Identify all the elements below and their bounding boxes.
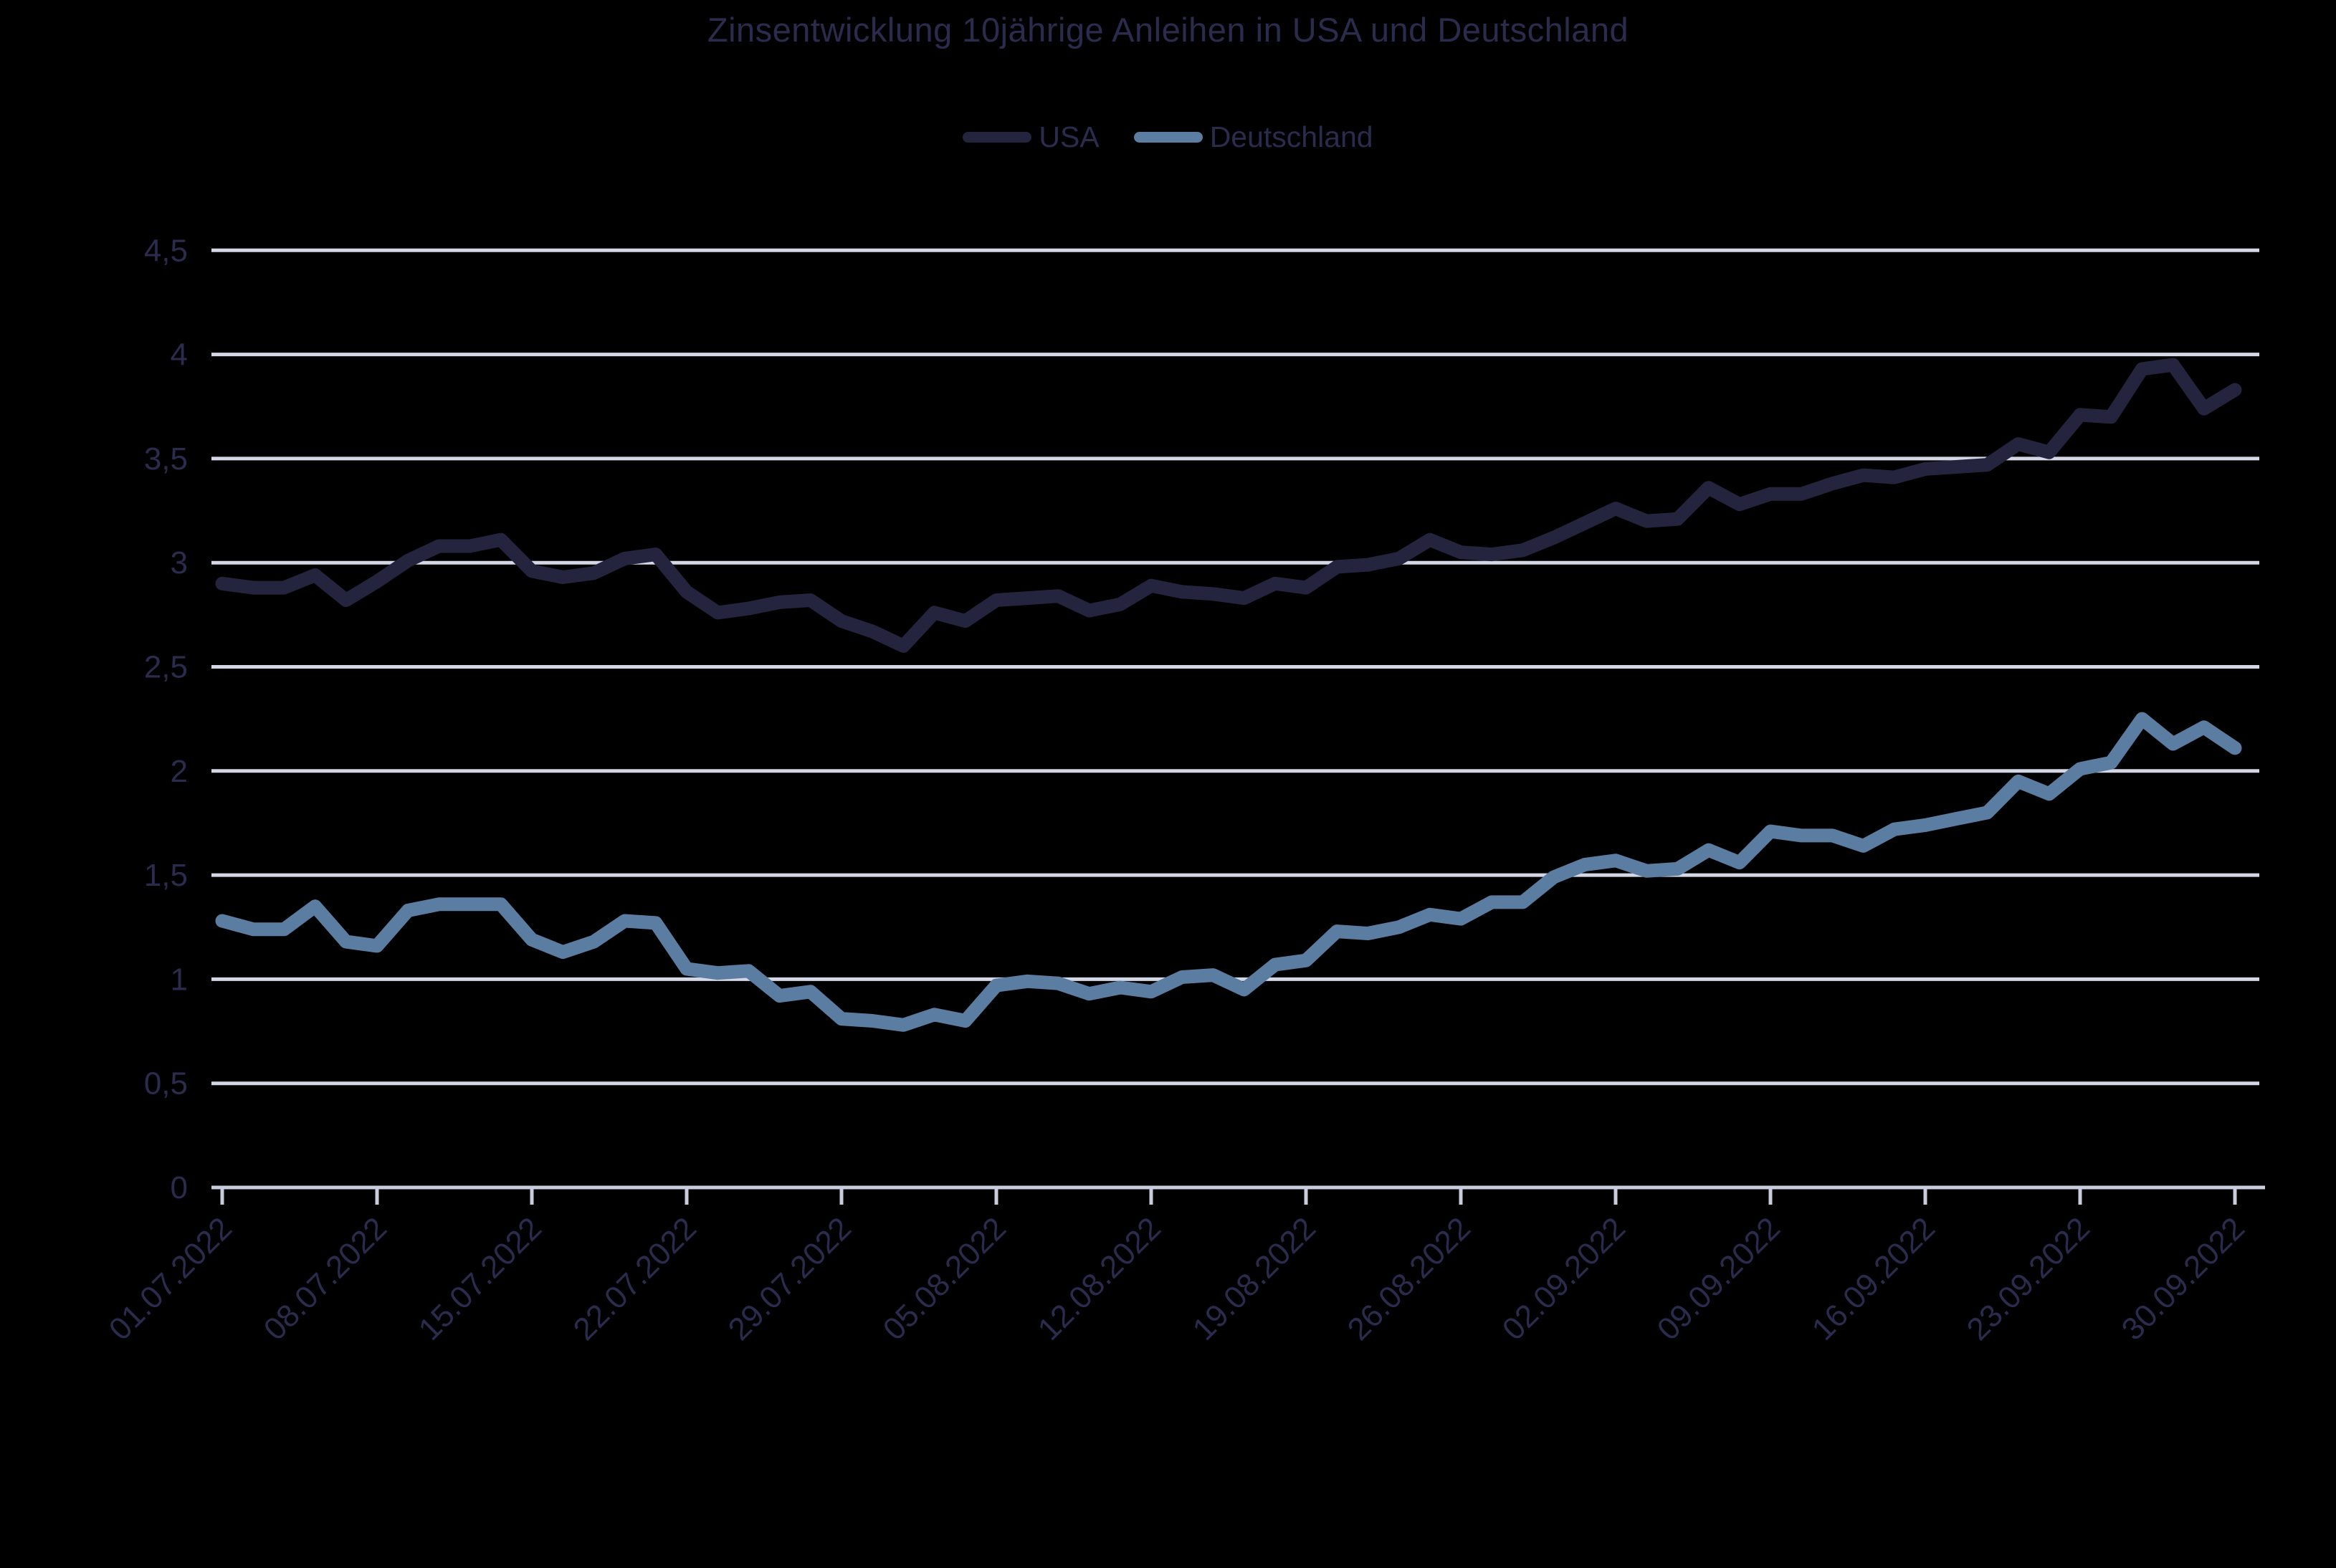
x-tick-label: 02.09.2022 [1496,1210,1632,1347]
chart-title: Zinsentwicklung 10jährige Anleihen in US… [707,11,1629,49]
y-tick-label: 4 [171,338,188,373]
x-tick-label: 30.09.2022 [2115,1210,2251,1347]
y-tick-label: 3,5 [144,441,188,477]
chart-legend: USA Deutschland [0,120,2336,154]
x-tick-label: 09.09.2022 [1651,1210,1787,1347]
legend-label-deutschland: Deutschland [1209,120,1373,153]
x-tick-label: 12.08.2022 [1031,1210,1168,1347]
x-tick-label: 19.08.2022 [1186,1210,1322,1347]
series-line-deutschland [215,712,2242,1032]
y-tick-label: 4,5 [144,233,188,268]
legend-swatch-usa-icon [963,132,1032,143]
legend-item-deutschland: Deutschland [1133,120,1373,154]
x-tick-label: 01.07.2022 [103,1210,239,1347]
series-line-usa [215,358,2242,653]
x-tick-label: 05.08.2022 [877,1210,1013,1347]
y-tick-label: 2,5 [144,650,188,685]
legend-swatch-deutschland-icon [1133,132,1203,143]
y-tick-label: 1,5 [144,858,188,893]
y-tick-label: 2 [171,754,188,789]
x-tick-label: 29.07.2022 [722,1210,858,1347]
legend-label-usa: USA [1039,120,1100,153]
x-tick-label: 16.09.2022 [1806,1210,1942,1347]
x-tick-label: 22.07.2022 [567,1210,703,1347]
x-tick-label: 08.07.2022 [257,1210,394,1347]
x-tick-label: 23.09.2022 [1960,1210,2097,1347]
y-tick-label: 3 [171,545,188,580]
y-tick-label: 0 [171,1170,188,1205]
y-tick-label: 0,5 [144,1066,188,1101]
legend-item-usa: USA [963,120,1100,154]
y-tick-label: 1 [171,962,188,997]
x-tick-label: 26.08.2022 [1341,1210,1477,1347]
x-tick-label: 15.07.2022 [412,1210,548,1347]
